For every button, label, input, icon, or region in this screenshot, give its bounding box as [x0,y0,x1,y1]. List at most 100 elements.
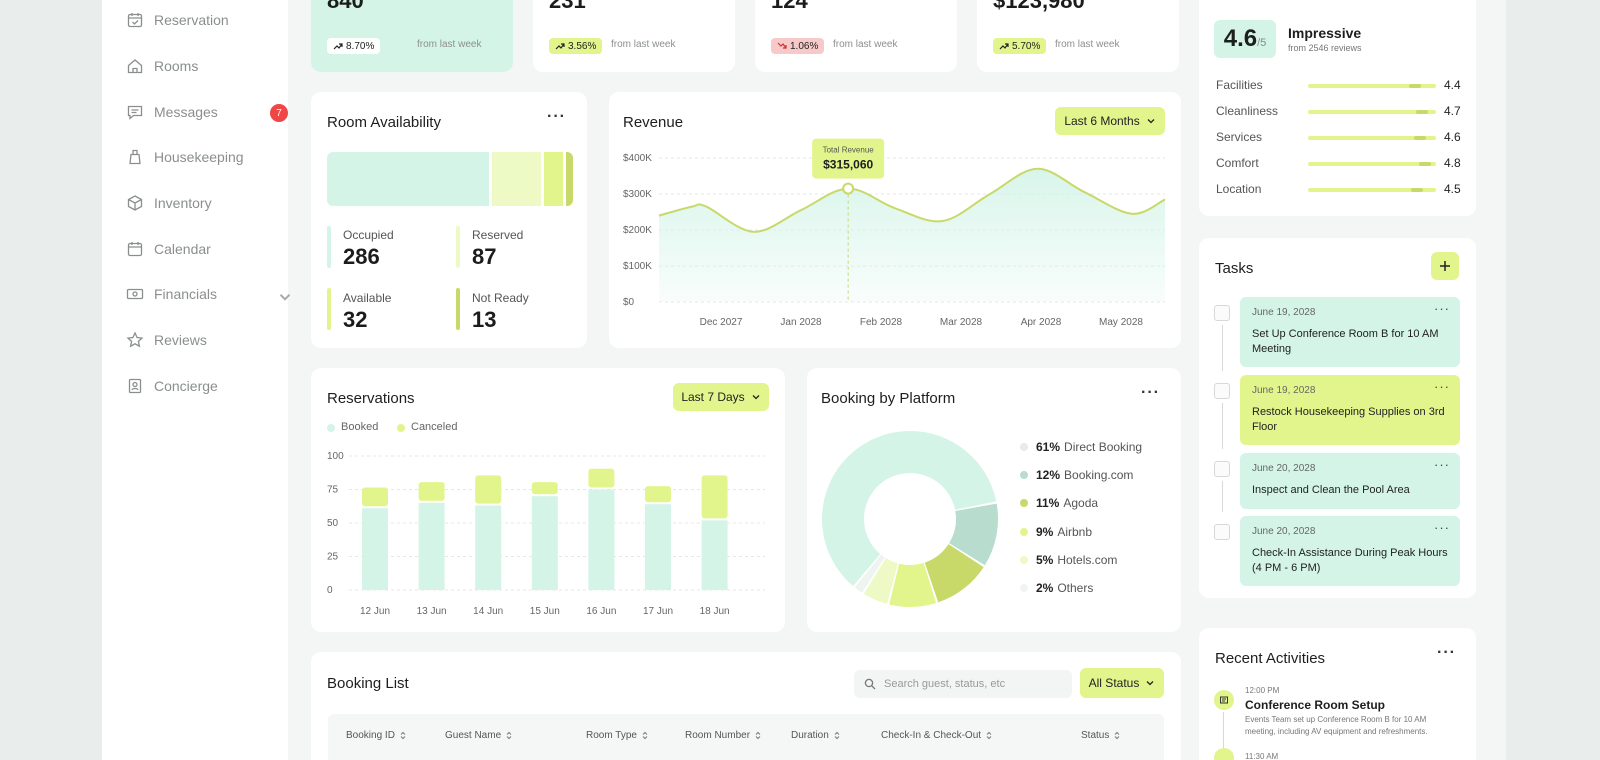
bar-booked[interactable] [645,504,671,590]
x-tick-label: May 2028 [1099,317,1143,328]
bar-booked[interactable] [588,489,615,591]
rating-value: 4.8 [1444,156,1461,170]
column-room-type[interactable]: Room Type [586,730,649,741]
notready-value: 13 [472,307,497,332]
task-checkbox[interactable] [1214,305,1230,321]
sidebar-item-label: Messages [154,104,218,120]
donut-slice-airbnb[interactable] [889,562,937,607]
box-icon [126,194,144,212]
tooltip-marker[interactable] [842,182,855,195]
status-filter-dropdown[interactable]: All Status [1080,668,1164,698]
activities-card: Recent Activities ··· [1199,628,1476,760]
task-timeline [1222,325,1223,371]
column-guest-name[interactable]: Guest Name [445,730,513,741]
column-label: Duration [791,730,829,741]
column-duration[interactable]: Duration [791,730,841,741]
bar-booked[interactable] [418,502,445,590]
sidebar-item-calendar[interactable]: Calendar [126,234,276,264]
task-card[interactable]: June 20, 2028 ··· Inspect and Clean the Po… [1240,453,1460,509]
column-check-in-out[interactable]: Check-In & Check-Out [881,730,993,741]
legend-swatch [1020,499,1028,508]
more-options-icon[interactable]: ··· [1141,384,1160,401]
bar-canceled[interactable] [531,482,558,495]
task-checkbox[interactable] [1214,461,1230,477]
column-booking-id[interactable]: Booking ID [346,730,407,741]
task-checkbox[interactable] [1214,383,1230,399]
bar-canceled[interactable] [475,475,502,504]
trend-up-icon [333,43,343,50]
column-status[interactable]: Status [1081,730,1121,741]
sidebar-item-inventory[interactable]: Inventory [126,188,276,218]
task-more-icon[interactable]: ··· [1434,520,1450,535]
task-text: Restock Housekeeping Supplies on 3rd Flo… [1252,406,1445,433]
trend-down-icon [777,42,787,49]
stat-change-chip: 1.06% [771,38,825,54]
bar-booked[interactable] [475,505,502,590]
revenue-range-dropdown[interactable]: Last 6 Months [1055,107,1165,135]
donut-slice-agoda[interactable] [924,544,984,603]
rating-value: 4.5 [1444,182,1461,196]
availability-segment-available [544,152,563,206]
rating-name: Facilities [1216,78,1263,92]
y-tick-label: 0 [327,585,333,596]
sidebar: Reservation Rooms Messages 7 Housekeepin… [102,0,291,760]
bar-canceled[interactable] [701,475,728,519]
bar-canceled[interactable] [418,482,445,501]
bar-canceled[interactable] [588,468,615,488]
activity-timeline [1223,712,1224,752]
task-more-icon[interactable]: ··· [1434,301,1450,316]
x-tick-label: 17 Jun [643,606,673,617]
booking-search-field[interactable]: Search guest, status, etc [854,670,1072,698]
task-checkbox[interactable] [1214,524,1230,540]
task-more-icon[interactable]: ··· [1434,457,1450,472]
stat-note: from last week [417,39,482,50]
sidebar-item-reservation[interactable]: Reservation [126,5,276,35]
bar-booked[interactable] [701,520,728,590]
rating-fill [1411,188,1424,192]
sidebar-item-housekeeping[interactable]: Housekeeping [126,142,276,172]
rating-value: 4.4 [1444,78,1461,92]
sidebar-item-messages[interactable]: Messages 7 [126,97,288,127]
task-card[interactable]: June 20, 2028 ··· Check-In Assistance Duri… [1240,516,1460,586]
notready-label: Not Ready [472,291,529,305]
task-text: Set Up Conference Room B for 10 AM Meeti… [1252,328,1439,355]
stat-card-2: 231 3.56% from last week [533,0,735,72]
legend-canceled-swatch [397,424,405,432]
donut-slice-hotels-com[interactable] [863,558,899,604]
donut-slice-others[interactable] [854,554,885,593]
more-options-icon[interactable]: ··· [1437,644,1456,661]
bar-canceled[interactable] [645,486,671,503]
room-availability-card: Room Availability ··· Occupied 286 Reser… [311,92,587,348]
sidebar-item-label: Calendar [154,241,211,257]
sort-icon [986,731,992,740]
sidebar-item-rooms[interactable]: Rooms [126,51,276,81]
donut-slice-direct-booking[interactable] [822,431,997,587]
task-card[interactable]: June 19, 2028 ··· Restock Housekeeping Sup… [1240,375,1460,445]
add-task-button[interactable] [1431,252,1459,280]
x-tick-label: Dec 2027 [700,317,743,328]
sidebar-item-reviews[interactable]: Reviews [126,325,276,355]
chevron-down-icon[interactable] [276,288,294,306]
card-title: Recent Activities [1215,650,1326,667]
cash-icon [126,285,144,303]
column-room-number[interactable]: Room Number [685,730,762,741]
available-label: Available [343,291,392,305]
bar-booked[interactable] [362,508,388,590]
reserved-marker [456,226,460,268]
rating-track [1308,188,1436,192]
task-more-icon[interactable]: ··· [1434,379,1450,394]
task-date: June 19, 2028 [1252,307,1316,318]
bar-booked[interactable] [531,496,558,590]
sidebar-item-financials[interactable]: Financials [126,279,291,309]
sort-icon [1115,731,1120,740]
legend-booked-swatch [327,424,335,432]
more-options-icon[interactable]: ··· [547,108,566,125]
rating-name: Location [1216,182,1262,196]
sidebar-item-concierge[interactable]: Concierge [126,371,276,401]
task-card[interactable]: June 19, 2028 ··· Set Up Conference Room B… [1240,297,1460,367]
donut-slice-booking-com[interactable] [949,503,998,566]
reservations-range-dropdown[interactable]: Last 7 Days [673,383,769,411]
bar-canceled[interactable] [362,487,388,507]
sidebar-item-label: Rooms [154,58,199,74]
rating-fill [1418,162,1431,166]
